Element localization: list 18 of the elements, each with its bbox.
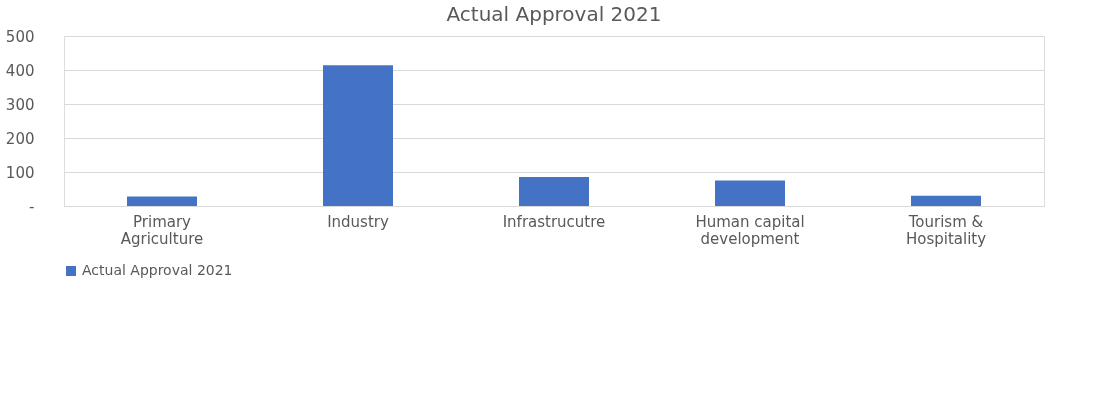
x-tick-label: Primary Agriculture — [120, 212, 204, 248]
bar — [715, 180, 785, 206]
y-tick-label: 100 — [5, 163, 35, 182]
y-tick-label: 300 — [5, 95, 35, 114]
x-tick-label: Human capital development — [695, 212, 805, 248]
bar — [127, 196, 197, 206]
y-tick-label: 200 — [5, 129, 35, 148]
y-tick-label: 400 — [5, 61, 35, 80]
y-tick-label: - — [29, 197, 35, 216]
bar — [323, 65, 393, 206]
bar — [911, 195, 981, 206]
chart-title: Actual Approval 2021 — [446, 2, 662, 26]
x-tick-label: Infrastrucutre — [502, 212, 606, 231]
y-tick-label: 500 — [5, 27, 35, 46]
x-tick-label: Industry — [327, 212, 389, 231]
legend-label: Actual Approval 2021 — [82, 262, 233, 278]
x-tick-label: Tourism & Hospitality — [905, 212, 987, 248]
bar — [519, 177, 589, 206]
